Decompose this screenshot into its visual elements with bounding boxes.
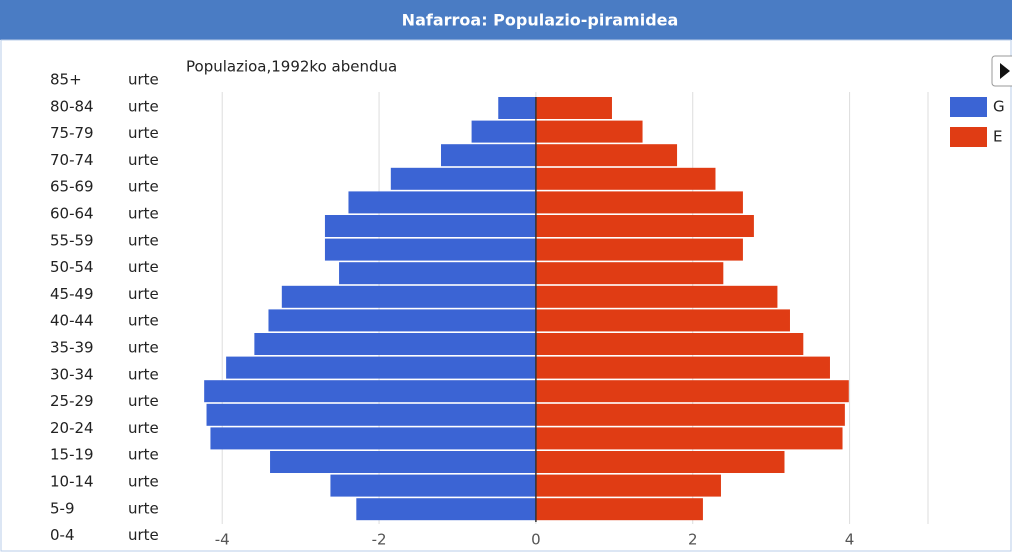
bar <box>356 498 536 521</box>
bar <box>204 380 536 403</box>
y-tick-label: 20-24 <box>50 419 94 437</box>
bar <box>206 403 536 426</box>
bar <box>535 380 849 403</box>
y-unit-label: urte <box>128 97 159 115</box>
y-unit-label: urte <box>128 526 159 544</box>
y-unit-label: urte <box>128 231 159 249</box>
y-tick-label: 15-19 <box>50 446 94 464</box>
y-tick-label: 70-74 <box>50 151 94 169</box>
bar <box>535 451 785 473</box>
y-unit-label: urte <box>128 365 159 383</box>
y-unit-label: urte <box>128 285 159 303</box>
y-tick-label: 40-44 <box>50 312 94 330</box>
header-bar <box>0 0 1012 40</box>
bar <box>268 309 536 332</box>
legend-label: E <box>993 128 1002 146</box>
chart-subtitle: Populazioa,1992ko abendua <box>186 58 397 76</box>
bar <box>535 474 721 497</box>
bar <box>330 474 536 497</box>
bar <box>535 333 804 355</box>
bar <box>535 97 612 119</box>
bar <box>348 191 536 214</box>
bar <box>535 285 778 308</box>
x-tick-label: 0 <box>531 531 541 549</box>
y-tick-label: 10-14 <box>50 473 94 491</box>
bar <box>535 309 790 332</box>
y-unit-label: urte <box>128 392 159 410</box>
bar <box>535 167 716 190</box>
y-tick-label: 60-64 <box>50 205 94 223</box>
bar <box>535 215 754 237</box>
y-tick-label: 0-4 <box>50 526 75 544</box>
legend-label: G <box>993 98 1005 116</box>
x-tick-label: 4 <box>845 531 855 549</box>
y-unit-label: urte <box>128 205 159 223</box>
bar <box>535 498 703 521</box>
y-tick-label: 45-49 <box>50 285 94 303</box>
legend-swatch <box>950 97 987 117</box>
bar <box>270 451 536 473</box>
bar <box>535 262 724 285</box>
bar <box>324 215 536 237</box>
bar <box>281 285 536 308</box>
bar <box>535 427 843 450</box>
y-tick-label: 25-29 <box>50 392 94 410</box>
bar <box>324 238 536 261</box>
bar <box>535 120 643 143</box>
bar <box>226 356 536 379</box>
y-unit-label: urte <box>128 473 159 491</box>
y-tick-label: 85+ <box>50 71 82 89</box>
bar <box>210 427 536 450</box>
y-unit-label: urte <box>128 151 159 169</box>
y-unit-label: urte <box>128 124 159 142</box>
chart-title: Nafarroa: Populazio-piramidea <box>402 11 679 30</box>
y-unit-label: urte <box>128 312 159 330</box>
bar <box>535 191 743 214</box>
legend-swatch <box>950 127 987 147</box>
bar <box>535 403 845 426</box>
y-unit-label: urte <box>128 71 159 89</box>
y-tick-label: 30-34 <box>50 365 94 383</box>
x-tick-label: -2 <box>372 531 387 549</box>
bar <box>535 144 678 167</box>
x-tick-label: 2 <box>688 531 698 549</box>
y-unit-label: urte <box>128 339 159 357</box>
bar <box>254 333 536 355</box>
y-tick-label: 65-69 <box>50 178 94 196</box>
bar <box>535 238 743 261</box>
bar <box>471 120 536 143</box>
y-tick-label: 55-59 <box>50 231 94 249</box>
bar <box>441 144 536 167</box>
y-tick-label: 75-79 <box>50 124 94 142</box>
y-unit-label: urte <box>128 178 159 196</box>
y-tick-label: 80-84 <box>50 97 94 115</box>
frame <box>0 39 1012 552</box>
bar <box>339 262 536 285</box>
y-tick-label: 50-54 <box>50 258 94 276</box>
y-unit-label: urte <box>128 499 159 517</box>
y-tick-label: 5-9 <box>50 499 75 517</box>
y-unit-label: urte <box>128 258 159 276</box>
y-unit-label: urte <box>128 419 159 437</box>
bar <box>498 97 536 119</box>
play-icon <box>1000 63 1010 79</box>
x-tick-label: -4 <box>215 531 230 549</box>
bar <box>390 167 536 190</box>
y-tick-label: 35-39 <box>50 339 94 357</box>
bar <box>535 356 830 379</box>
y-unit-label: urte <box>128 446 159 464</box>
